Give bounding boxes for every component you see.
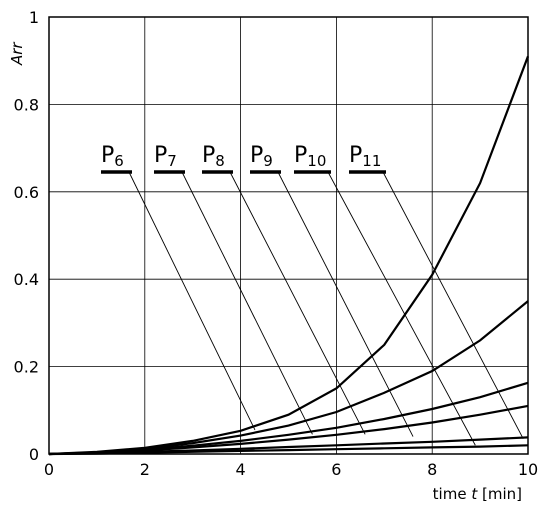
series-line-6	[48, 444, 529, 456]
annotation-label-p9: P9	[250, 143, 281, 174]
svg-text:P11: P11	[349, 143, 381, 170]
y-tick-labels: 0 0.2 0.4 0.6 0.8 1	[14, 8, 39, 464]
x-tick-label: 6	[331, 460, 341, 479]
x-axis-label-unit: [min]	[477, 485, 522, 503]
svg-text:P8: P8	[202, 143, 225, 170]
series-line-1	[48, 55, 530, 456]
svg-text:P6: P6	[101, 143, 124, 170]
x-axis-label: time t [min]	[433, 485, 522, 503]
x-tick-labels: 0 2 4 6 8 10	[44, 460, 538, 479]
y-tick-label: 0	[29, 445, 39, 464]
x-tick-label: 8	[427, 460, 437, 479]
annotation-pointer	[382, 171, 524, 439]
svg-text:P7: P7	[154, 143, 177, 170]
annotation-label-p11: P11	[349, 143, 386, 174]
x-tick-label: 10	[518, 460, 538, 479]
annotation-label-p10: P10	[294, 143, 331, 174]
annotation-pointer	[327, 171, 476, 446]
grid	[48, 16, 529, 455]
svg-text:P9: P9	[250, 143, 273, 170]
y-axis-label: Arr	[8, 42, 26, 66]
y-tick-label: 0.2	[14, 358, 39, 377]
y-tick-label: 1	[29, 8, 39, 27]
annotation-labels: P6 P7 P8 P9 P10 P11	[101, 143, 386, 174]
y-tick-label: 0.6	[14, 183, 39, 202]
curves	[48, 55, 530, 456]
x-tick-label: 2	[140, 460, 150, 479]
series-line-2	[48, 300, 529, 456]
annotation-pointer	[277, 171, 414, 437]
annotation-pointer	[181, 171, 313, 435]
annotation-label-p7: P7	[154, 143, 185, 174]
annotation-label-p8: P8	[202, 143, 233, 174]
annotation-pointer	[229, 171, 366, 435]
plot-frame	[48, 16, 529, 455]
y-tick-label: 0.8	[14, 95, 39, 114]
annotation-label-p6: P6	[101, 143, 132, 174]
annotation-pointer	[128, 171, 256, 431]
svg-text:P10: P10	[294, 143, 326, 170]
x-axis-label-prefix: time	[433, 485, 472, 503]
x-axis-label-variable: t	[471, 485, 478, 503]
annotation-pointers	[128, 171, 524, 446]
y-tick-label: 0.4	[14, 270, 39, 289]
x-tick-label: 0	[44, 460, 54, 479]
x-tick-label: 4	[236, 460, 246, 479]
